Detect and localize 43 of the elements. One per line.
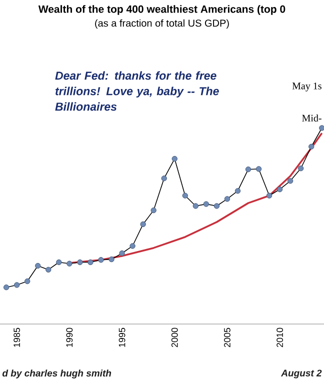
point — [214, 203, 220, 209]
point — [88, 259, 94, 266]
point — [150, 207, 156, 214]
point — [256, 166, 262, 172]
point — [98, 257, 104, 263]
point — [276, 186, 283, 192]
x-tick-label: 2000 — [171, 328, 178, 348]
point — [172, 156, 178, 162]
point — [56, 259, 62, 266]
point — [77, 259, 83, 266]
point — [66, 260, 72, 266]
chart-subtitle: (as a fraction of total US GDP) — [95, 19, 229, 29]
point — [298, 166, 304, 172]
point — [182, 192, 188, 198]
x-tick-label: 1990 — [66, 328, 73, 347]
point — [287, 178, 294, 184]
point — [192, 203, 199, 209]
point — [108, 256, 114, 262]
chart-title: Wealth of the top 400 wealthiest Americans (top 0 — [38, 5, 286, 15]
point — [266, 192, 272, 198]
point — [161, 176, 167, 182]
point — [14, 282, 20, 288]
point — [119, 250, 125, 256]
point — [224, 196, 230, 202]
x-tick-label: 1985 — [14, 328, 20, 347]
x-tick-label: 2005 — [224, 328, 230, 348]
point — [140, 221, 146, 228]
x-tick-label: 1995 — [118, 328, 126, 347]
point — [35, 262, 41, 269]
point — [308, 144, 314, 150]
text: Mid- — [302, 114, 322, 122]
point — [234, 188, 241, 194]
text: May 1s — [292, 82, 322, 92]
point — [203, 201, 210, 207]
x-tick-label: 2010 — [276, 328, 283, 348]
point — [24, 278, 30, 284]
text: d by charles hugh smith — [2, 370, 112, 378]
point — [130, 243, 136, 249]
point — [245, 166, 252, 172]
point — [46, 266, 52, 273]
point — [3, 284, 10, 290]
text: August 2 — [280, 370, 322, 378]
text: Dear Fed: thanks for the free trillions! Love ya, baby -- The Billionaires — [55, 71, 219, 111]
